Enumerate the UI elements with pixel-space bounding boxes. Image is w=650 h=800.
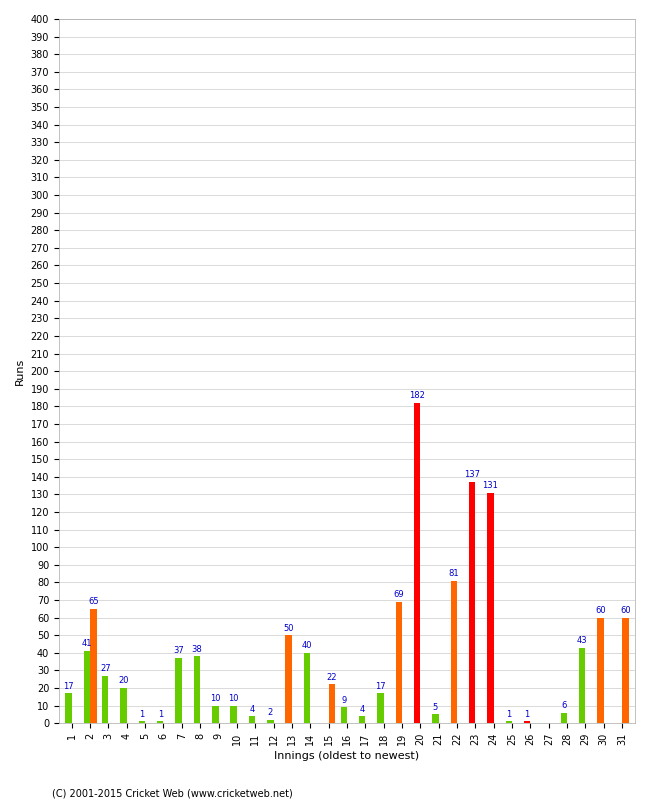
Text: 2: 2	[268, 708, 273, 717]
Bar	[396, 602, 402, 723]
Bar	[304, 653, 310, 723]
Text: 40: 40	[302, 641, 312, 650]
Text: 5: 5	[433, 702, 438, 712]
Bar	[65, 694, 72, 723]
Bar	[450, 581, 457, 723]
Bar	[176, 658, 182, 723]
Bar	[359, 716, 365, 723]
Bar	[120, 688, 127, 723]
Bar	[84, 651, 90, 723]
Text: 1: 1	[158, 710, 163, 719]
Bar	[469, 482, 475, 723]
Bar	[138, 722, 145, 723]
Text: 43: 43	[577, 636, 588, 645]
Bar	[432, 714, 439, 723]
Bar	[212, 706, 218, 723]
Text: 17: 17	[375, 682, 385, 690]
Text: 1: 1	[139, 710, 144, 719]
Bar	[414, 403, 421, 723]
Text: 50: 50	[283, 623, 294, 633]
Text: 4: 4	[359, 705, 365, 714]
Text: 65: 65	[88, 597, 99, 606]
Text: 27: 27	[100, 664, 110, 673]
Bar	[377, 694, 384, 723]
Text: (C) 2001-2015 Cricket Web (www.cricketweb.net): (C) 2001-2015 Cricket Web (www.cricketwe…	[52, 788, 292, 798]
Text: 69: 69	[393, 590, 404, 599]
Bar	[597, 618, 604, 723]
Text: 17: 17	[63, 682, 74, 690]
Bar	[622, 618, 629, 723]
Text: 1: 1	[506, 710, 512, 719]
Bar	[341, 707, 347, 723]
Bar	[157, 722, 164, 723]
Bar	[506, 722, 512, 723]
Text: 9: 9	[341, 696, 346, 705]
Bar	[561, 713, 567, 723]
Text: 37: 37	[174, 646, 184, 655]
Bar	[102, 676, 109, 723]
Bar	[90, 609, 96, 723]
Text: 41: 41	[82, 639, 92, 648]
Bar	[249, 716, 255, 723]
Text: 60: 60	[595, 606, 606, 615]
Text: 10: 10	[228, 694, 239, 703]
Bar	[488, 493, 494, 723]
Bar	[231, 706, 237, 723]
Bar	[579, 647, 586, 723]
Text: 38: 38	[192, 645, 202, 654]
Text: 182: 182	[410, 391, 425, 400]
Text: 60: 60	[620, 606, 630, 615]
Text: 4: 4	[250, 705, 255, 714]
Text: 6: 6	[561, 701, 567, 710]
Text: 137: 137	[464, 470, 480, 479]
Text: 20: 20	[118, 676, 129, 686]
X-axis label: Innings (oldest to newest): Innings (oldest to newest)	[274, 751, 419, 761]
Text: 22: 22	[326, 673, 337, 682]
Text: 81: 81	[448, 569, 459, 578]
Text: 1: 1	[525, 710, 530, 719]
Y-axis label: Runs: Runs	[15, 358, 25, 385]
Bar	[194, 656, 200, 723]
Bar	[329, 685, 335, 723]
Text: 10: 10	[210, 694, 220, 703]
Bar	[285, 635, 292, 723]
Bar	[524, 722, 530, 723]
Text: 131: 131	[482, 481, 499, 490]
Bar	[267, 720, 274, 723]
